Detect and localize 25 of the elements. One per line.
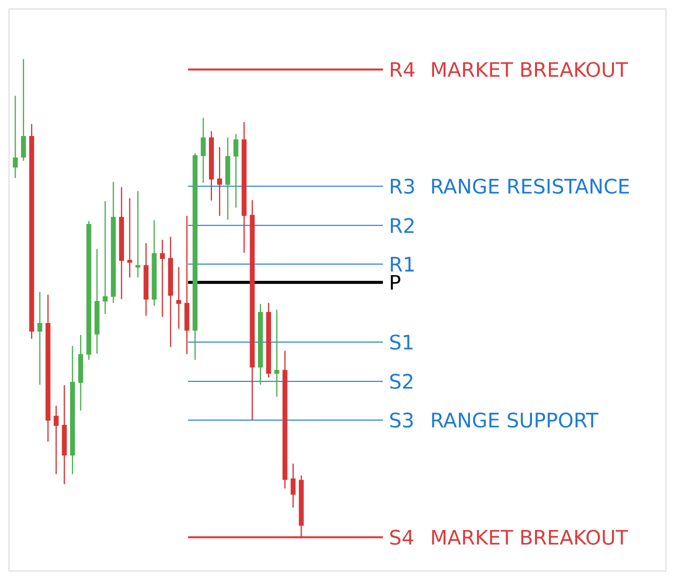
ref-line-label: R4 [390, 62, 414, 77]
text: RANGE SUPPORT [432, 412, 598, 428]
text: RANGE RESISTANCE [432, 178, 629, 194]
ref-line-label: S3 [390, 412, 413, 428]
candlestick [102, 200, 108, 315]
candlestick [290, 463, 296, 508]
ref-line-label: S2 [390, 374, 412, 389]
ref-line-label: R1 [390, 256, 414, 272]
candlestick [12, 95, 18, 179]
ref-line-label: S4 [390, 530, 414, 545]
candlestick [160, 239, 165, 318]
candlestick [54, 405, 59, 475]
candlestick [176, 266, 182, 330]
candlestick [135, 190, 140, 278]
candlestick [200, 117, 206, 184]
text: MARKET BREAKOUT [432, 62, 628, 78]
candlestick [37, 291, 42, 386]
candlestick [233, 133, 238, 208]
candlestick [21, 58, 26, 162]
ref-line-label: P [390, 275, 400, 290]
text: MARKET BREAKOUT [432, 530, 628, 545]
ref-line-label: R3 [390, 178, 414, 194]
ref-line-label: S1 [390, 334, 413, 350]
ref-line-label: R2 [390, 218, 414, 233]
candlestick [217, 146, 222, 216]
